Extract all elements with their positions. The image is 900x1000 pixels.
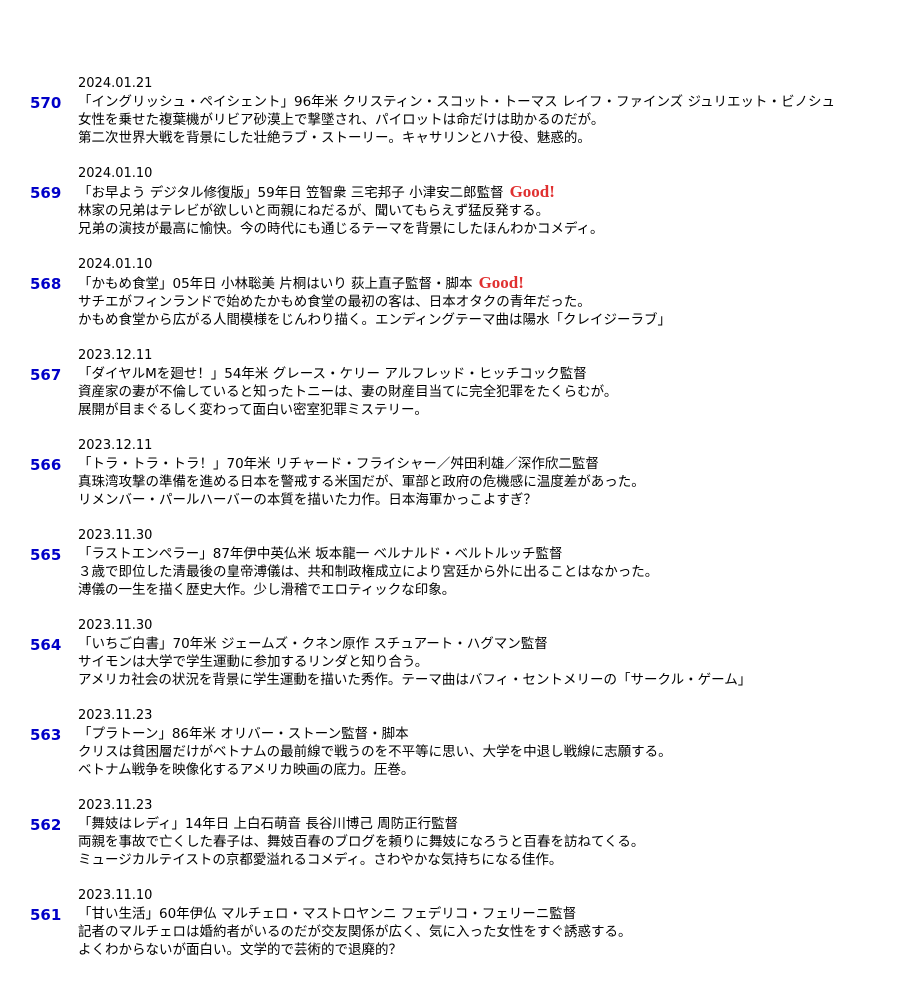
- entry-text: 両親を事故で亡くした春子は、舞妓百春のブログを頼りに舞妓になろうと百春を訪ねてく…: [78, 834, 645, 850]
- entry-date: 2024.01.10: [78, 166, 153, 181]
- entry-title: 「お早よう デジタル修復版」59年日 笠智衆 三宅邦子 小津安二郎監督: [78, 185, 504, 201]
- entry-number: 564: [30, 636, 62, 654]
- entry-text: サイモンは大学で学生運動に参加するリンダと知り合う。: [78, 654, 429, 670]
- entry-number: 563: [30, 726, 62, 744]
- entry-title: 「ダイヤルMを廻せ！」54年米 グレース・ケリー アルフレッド・ヒッチコック監督: [78, 366, 587, 382]
- entry-title: 「かもめ食堂」05年日 小林聡美 片桐はいり 荻上直子監督・脚本: [78, 276, 473, 292]
- entry-title-line: 「ダイヤルMを廻せ！」54年米 グレース・ケリー アルフレッド・ヒッチコック監督: [78, 365, 878, 383]
- entry-number: 566: [30, 456, 62, 474]
- entry-title: 「舞妓はレディ」14年日 上白石萌音 長谷川博己 周防正行監督: [78, 816, 459, 832]
- entry-text: クリスは貧困層だけがベトナムの最前線で戦うのを不平等に思い、大学を中退し戦線に志…: [78, 744, 672, 760]
- entry-title-line: 「トラ・トラ・トラ！」70年米 リチャード・フライシャー／舛田利雄／深作欣二監督: [78, 455, 878, 473]
- entry-text: 展開が目まぐるしく変わって面白い密室犯罪ミステリー。: [78, 402, 428, 418]
- entry-text: かもめ食堂から広がる人間模様をじんわり描く。エンディングテーマ曲は陽水「クレイジ…: [78, 312, 672, 328]
- entry-number: 565: [30, 546, 62, 564]
- entry-text: リメンバー・パールハーバーの本質を描いた力作。日本海軍かっこよすぎ？: [78, 492, 537, 508]
- entry-number: 567: [30, 366, 62, 384]
- entry-date: 2023.12.11: [78, 348, 153, 363]
- entry-text: 女性を乗せた複葉機がリビア砂漠上で撃墜され、パイロットは命だけは助かるのだが。: [78, 112, 605, 128]
- entry: 2023.11.23 562 「舞妓はレディ」14年日 上白石萌音 長谷川博己 周防…: [30, 797, 878, 869]
- entry: 2024.01.10 569 「お早よう デジタル修復版」59年日 笠智衆 三宅邦子…: [30, 165, 878, 238]
- entry-title: 「甘い生活」60年伊仏 マルチェロ・マストロヤンニ フェデリコ・フェリーニ監督: [78, 906, 577, 922]
- entry-number: 568: [30, 275, 62, 293]
- entry-text: 兄弟の演技が最高に愉快。今の時代にも通じるテーマを背景にしたほんわかコメディ。: [78, 221, 604, 237]
- entry-title: 「いちご白書」70年米 ジェームズ・クネン原作 スチュアート・ハグマン監督: [78, 636, 548, 652]
- entry-text: 溥儀の一生を描く歴史大作。少し滑稽でエロティックな印象。: [78, 582, 456, 598]
- entry-title: 「イングリッシュ・ペイシェント」96年米 クリスティン・スコット・トーマス レイ…: [78, 94, 836, 110]
- entry-list: 2024.01.21 570 「イングリッシュ・ペイシェント」96年米 クリスティン…: [30, 75, 878, 977]
- entry-number: 562: [30, 816, 62, 834]
- entry: 2023.12.11 566 「トラ・トラ・トラ！」70年米 リチャード・フライシャ…: [30, 437, 878, 509]
- entry-text: よくわからないが面白い。文学的で芸術的で退廃的？: [78, 942, 402, 958]
- entry-number: 569: [30, 184, 62, 202]
- entry-text: サチエがフィンランドで始めたかもめ食堂の最初の客は、日本オタクの青年だった。: [78, 294, 591, 310]
- entry-title-line: 「プラトーン」86年米 オリバー・ストーン監督・脚本: [78, 725, 878, 743]
- entry: 2023.11.23 563 「プラトーン」86年米 オリバー・ストーン監督・脚本ク…: [30, 707, 878, 779]
- entry-title-line: 「イングリッシュ・ペイシェント」96年米 クリスティン・スコット・トーマス レイ…: [78, 93, 878, 111]
- entry-date: 2023.11.23: [78, 798, 153, 813]
- entry-text: 真珠湾攻撃の準備を進める日本を警戒する米国だが、軍部と政府の危機感に温度差があっ…: [78, 474, 645, 490]
- entry-date: 2023.11.10: [78, 888, 153, 903]
- entry: 2023.12.11 567 「ダイヤルMを廻せ！」54年米 グレース・ケリー アル…: [30, 347, 878, 419]
- entry-number: 561: [30, 906, 62, 924]
- entry-date: 2023.11.30: [78, 528, 153, 543]
- entry-text: ミュージカルテイストの京都愛溢れるコメディ。さわやかな気持ちになる佳作。: [78, 852, 563, 868]
- entry-title-line: 「いちご白書」70年米 ジェームズ・クネン原作 スチュアート・ハグマン監督: [78, 635, 878, 653]
- entry: 2023.11.10 561 「甘い生活」60年伊仏 マルチェロ・マストロヤンニ フ…: [30, 887, 878, 959]
- entry-date: 2024.01.21: [78, 76, 153, 91]
- entry-text: 第二次世界大戦を背景にした壮絶ラブ・ストーリー。キャサリンとハナ役、魅惑的。: [78, 130, 591, 146]
- entry-text: 林家の兄弟はテレビが欲しいと両親にねだるが、聞いてもらえず猛反発する。: [78, 203, 550, 219]
- good-badge: Good!: [478, 273, 524, 292]
- entry-date: 2023.11.23: [78, 708, 153, 723]
- entry-text: ベトナム戦争を映像化するアメリカ映画の底力。圧巻。: [78, 762, 415, 778]
- entry-title: 「プラトーン」86年米 オリバー・ストーン監督・脚本: [78, 726, 409, 742]
- entry-number: 570: [30, 94, 62, 112]
- entry-title-line: 「甘い生活」60年伊仏 マルチェロ・マストロヤンニ フェデリコ・フェリーニ監督: [78, 905, 878, 923]
- entry-text: 記者のマルチェロは婚約者がいるのだが交友関係が広く、気に入った女性をすぐ誘惑する…: [78, 924, 632, 940]
- entry-date: 2024.01.10: [78, 257, 153, 272]
- entry: 2024.01.21 570 「イングリッシュ・ペイシェント」96年米 クリスティン…: [30, 75, 878, 147]
- entry-title-line: 「かもめ食堂」05年日 小林聡美 片桐はいり 荻上直子監督・脚本 Good!: [78, 274, 878, 293]
- entry-text: ３歳で即位した清最後の皇帝溥儀は、共和制政権成立により宮廷から外に出ることはなか…: [78, 564, 659, 580]
- entry-title: 「トラ・トラ・トラ！」70年米 リチャード・フライシャー／舛田利雄／深作欣二監督: [78, 456, 599, 472]
- entry-title-line: 「お早よう デジタル修復版」59年日 笠智衆 三宅邦子 小津安二郎監督 Good!: [78, 183, 878, 202]
- entry-title-line: 「舞妓はレディ」14年日 上白石萌音 長谷川博己 周防正行監督: [78, 815, 878, 833]
- entry-date: 2023.12.11: [78, 438, 153, 453]
- entry-title-line: 「ラストエンペラー」87年伊中英仏米 坂本龍一 ベルナルド・ベルトルッチ監督: [78, 545, 878, 563]
- entry: 2024.01.10 568 「かもめ食堂」05年日 小林聡美 片桐はいり 荻上直子…: [30, 256, 878, 329]
- entry-date: 2023.11.30: [78, 618, 153, 633]
- entry: 2023.11.30 564 「いちご白書」70年米 ジェームズ・クネン原作 スチュ…: [30, 617, 878, 689]
- good-badge: Good!: [509, 182, 555, 201]
- entry-text: 資産家の妻が不倫していると知ったトニーは、妻の財産目当てに完全犯罪をたくらむが。: [78, 384, 618, 400]
- entry-text: アメリカ社会の状況を背景に学生運動を描いた秀作。テーマ曲はバフィ・セントメリーの…: [78, 672, 752, 688]
- entry: 2023.11.30 565 「ラストエンペラー」87年伊中英仏米 坂本龍一 ベルナ…: [30, 527, 878, 599]
- entry-title: 「ラストエンペラー」87年伊中英仏米 坂本龍一 ベルナルド・ベルトルッチ監督: [78, 546, 563, 562]
